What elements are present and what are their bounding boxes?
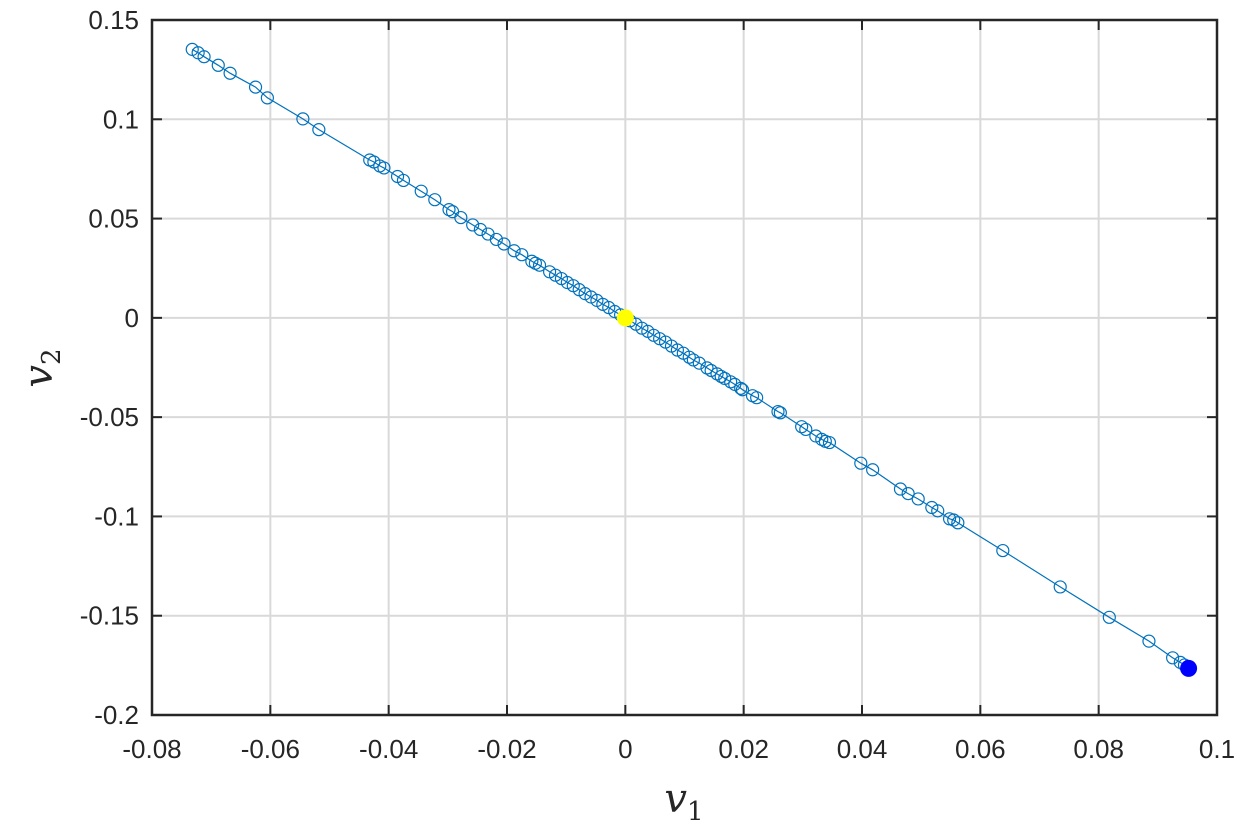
- x-tick-labels: -0.08 -0.06 -0.04 -0.02 0 0.02 0.04 0.06 0.08 0.1: [122, 734, 1235, 764]
- data-point: [445, 205, 460, 219]
- data-point: [507, 244, 521, 258]
- data-point: [442, 203, 456, 217]
- x-axis-label: v1: [664, 776, 703, 827]
- data-point: [414, 184, 428, 198]
- data-point: [473, 222, 487, 237]
- x-tick-label: -0.06: [241, 734, 300, 764]
- data-point: [1053, 580, 1067, 594]
- data-point: [312, 123, 326, 137]
- data-point: [525, 254, 539, 268]
- data-point: [428, 193, 442, 207]
- data-point: [515, 248, 529, 262]
- data-point: [248, 80, 263, 94]
- y-axis-label: v2: [16, 348, 67, 387]
- y-tick-labels: 0.15 0.1 0.05 0 -0.05 -0.1 -0.15 -0.2: [80, 5, 139, 730]
- data-point: [542, 265, 557, 279]
- data-point: [771, 404, 785, 419]
- data-point: [700, 361, 714, 375]
- data-point: [704, 363, 718, 378]
- data-point: [1102, 610, 1116, 624]
- data-point: [942, 512, 957, 526]
- x-tick-label: -0.04: [359, 734, 418, 764]
- data-point: [714, 369, 728, 384]
- x-tick-label: -0.02: [477, 734, 536, 764]
- data-point: [951, 516, 965, 530]
- data-point: [854, 456, 868, 470]
- data-point: [466, 218, 480, 232]
- x-axis-label-subscript: 1: [687, 797, 704, 827]
- data-point: [481, 227, 495, 241]
- x-tick-label: 0.04: [837, 734, 888, 764]
- data-point: [901, 486, 915, 501]
- data-point: [1166, 651, 1180, 665]
- data-point: [497, 237, 511, 251]
- data-point: [911, 492, 925, 506]
- tick-marks: [151, 19, 1218, 716]
- data-point: [795, 420, 809, 434]
- y-tick-label: -0.2: [94, 700, 139, 730]
- highlight-points: [616, 309, 1198, 677]
- y-tick-label: -0.05: [80, 402, 139, 432]
- data-point: [223, 66, 237, 80]
- data-point: [799, 422, 813, 437]
- data-point: [1142, 634, 1156, 648]
- y-tick-label: -0.15: [80, 601, 139, 631]
- y-tick-label: 0.15: [88, 5, 139, 35]
- data-point: [773, 406, 787, 420]
- series-line: [191, 48, 1189, 669]
- data-point: [260, 91, 274, 105]
- x-tick-label: 0.02: [718, 734, 769, 764]
- data-point: [528, 256, 543, 270]
- x-tick-label: 0.06: [955, 734, 1006, 764]
- y-axis-label-subscript: 2: [37, 348, 67, 365]
- data-point: [296, 112, 310, 126]
- data-point: [363, 153, 377, 167]
- data-point: [718, 371, 732, 386]
- end-point-marker: [616, 309, 634, 327]
- y-axis-label-main: v: [16, 365, 62, 388]
- axes-box: [150, 18, 1219, 717]
- y-tick-label: 0.05: [88, 204, 139, 234]
- x-tick-label: 0.08: [1073, 734, 1124, 764]
- data-point: [893, 482, 908, 496]
- x-axis-label-main: v: [664, 776, 687, 822]
- x-tick-label: 0.1: [1199, 734, 1235, 764]
- start-point-marker: [1180, 659, 1198, 677]
- x-tick-label: -0.08: [122, 734, 181, 764]
- data-point: [728, 377, 742, 391]
- data-point: [745, 389, 760, 403]
- data-point: [390, 169, 405, 184]
- data-point: [809, 429, 823, 443]
- data-point: [211, 58, 225, 72]
- y-tick-label: 0: [125, 303, 139, 333]
- data-point: [925, 500, 939, 515]
- y-tick-label: -0.1: [94, 501, 139, 531]
- data-point: [996, 543, 1010, 558]
- data-point: [686, 353, 700, 367]
- data-point: [185, 42, 199, 56]
- x-tick-label: 0: [618, 734, 632, 764]
- data-point: [866, 463, 880, 477]
- y-tick-label: 0.1: [103, 104, 139, 134]
